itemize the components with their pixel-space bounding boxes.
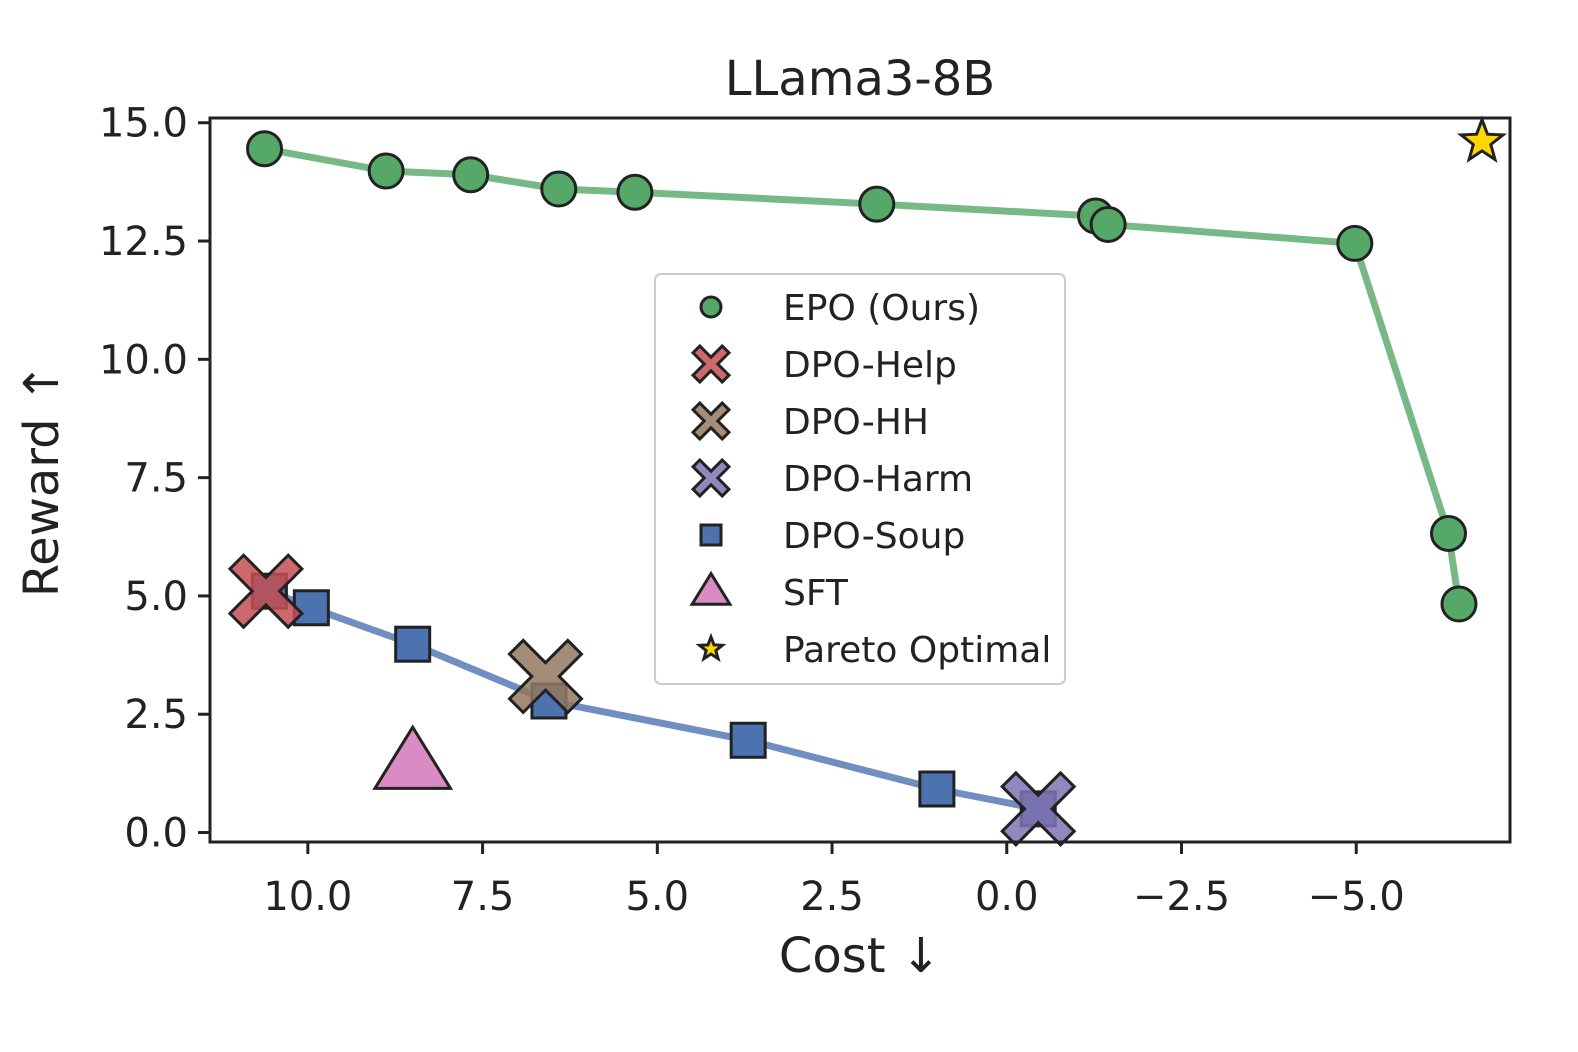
y-tick-label: 10.0 bbox=[99, 337, 188, 383]
legend-label-pareto-optimal: Pareto Optimal bbox=[783, 630, 1051, 671]
x-tick-label: −2.5 bbox=[1133, 874, 1230, 920]
y-tick-label: 7.5 bbox=[124, 456, 188, 502]
legend-label-sft: SFT bbox=[783, 573, 849, 614]
x-tick-label: 2.5 bbox=[800, 874, 864, 920]
x-tick-label: −5.0 bbox=[1308, 874, 1405, 920]
epo-ours-point bbox=[1089, 205, 1127, 243]
y-axis-label: Reward ↑ bbox=[14, 363, 70, 597]
epo-ours-point bbox=[1336, 224, 1374, 262]
dpo-harm-point bbox=[1000, 770, 1077, 848]
pareto-optimal-point bbox=[1457, 115, 1508, 163]
dpo-soup-line-dot bbox=[737, 729, 760, 752]
x-axis-label: Cost ↓ bbox=[779, 928, 941, 984]
x-tick-label: 0.0 bbox=[975, 874, 1039, 920]
y-tick-label: 5.0 bbox=[124, 574, 188, 620]
epo-ours-point bbox=[616, 173, 654, 211]
dpo-help-point bbox=[227, 553, 305, 630]
legend-label-dpo-hh: DPO-HH bbox=[783, 402, 929, 443]
legend-label-dpo-help: DPO-Help bbox=[783, 345, 957, 386]
epo-ours-point bbox=[1429, 514, 1467, 552]
epo-ours-point bbox=[540, 170, 578, 208]
epo-ours-point bbox=[452, 156, 490, 194]
legend: EPO (Ours) DPO-Help DPO-HH DPO-Harm DPO-Soup… bbox=[654, 273, 1066, 685]
x-tick-label: 7.5 bbox=[451, 874, 515, 920]
legend-marker-dpo-help bbox=[690, 343, 732, 385]
dpo-soup-line-dot bbox=[401, 633, 424, 656]
legend-frame bbox=[654, 273, 1066, 685]
legend-marker-epo-ours bbox=[699, 295, 723, 319]
sft-point bbox=[372, 724, 454, 790]
legend-label-dpo-harm: DPO-Harm bbox=[783, 459, 973, 500]
legend-label-dpo-soup: DPO-Soup bbox=[783, 516, 965, 557]
plot-area bbox=[227, 115, 1508, 848]
legend-marker-dpo-harm bbox=[690, 457, 732, 499]
plot-frame bbox=[208, 116, 1512, 844]
epo-ours-point bbox=[246, 130, 284, 168]
axes: 10.0 7.5 5.0 2.5 0.0 −2.5 −5.0 0.0 2.5 5.0 7.5 10.0… bbox=[99, 101, 1405, 920]
legend-marker-sft bbox=[689, 570, 733, 606]
epo-ours-point bbox=[367, 152, 405, 190]
legend-label-epo-ours: EPO (Ours) bbox=[783, 288, 980, 329]
epo-ours-point bbox=[858, 185, 896, 223]
legend-marker-dpo-hh bbox=[690, 400, 732, 442]
legend-marker-pareto-optimal bbox=[695, 632, 727, 663]
epo-ours-point bbox=[1440, 585, 1478, 623]
x-tick-label: 10.0 bbox=[263, 874, 352, 920]
y-tick-label: 15.0 bbox=[99, 101, 188, 147]
x-tick-label: 5.0 bbox=[625, 874, 689, 920]
legend-marker-dpo-soup bbox=[699, 523, 723, 547]
chart-title: LLama3-8B bbox=[725, 51, 995, 107]
y-tick-label: 12.5 bbox=[99, 219, 188, 265]
y-tick-label: 0.0 bbox=[124, 811, 188, 857]
dpo-soup-line-dot bbox=[925, 778, 948, 801]
y-tick-label: 2.5 bbox=[124, 692, 188, 738]
dpo-hh-point bbox=[507, 638, 584, 715]
dpo-soup-line-dot bbox=[300, 596, 323, 619]
